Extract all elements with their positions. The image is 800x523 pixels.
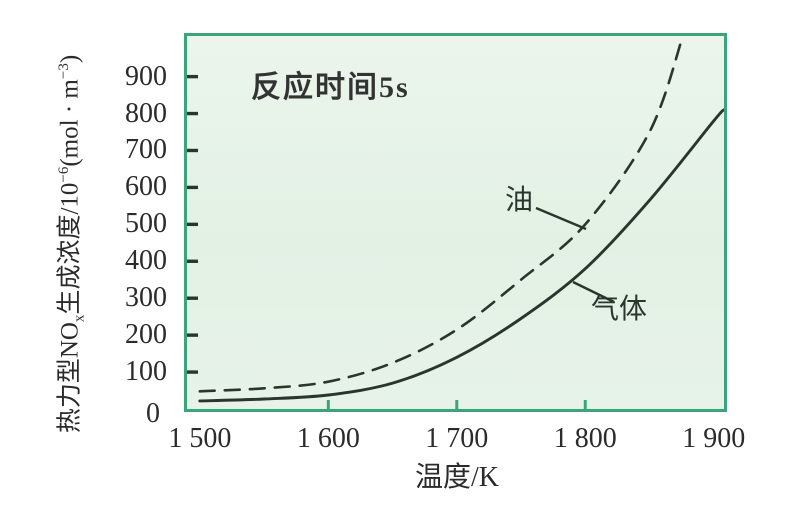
reaction-time-annotation: 反应时间5s <box>251 71 410 104</box>
oil-curve <box>198 36 685 393</box>
oil-curve-label: 油 <box>505 185 534 216</box>
y-tick-label: 900 <box>125 60 167 92</box>
x-tick-label: 1 500 <box>168 423 232 454</box>
x-tick-label: 1 600 <box>296 423 360 454</box>
y-tick-label: 300 <box>125 282 167 314</box>
x-tick-label: 1 900 <box>682 423 746 454</box>
oil-leader-line <box>535 206 587 231</box>
chart-canvas <box>187 36 724 409</box>
y-tick-label: 200 <box>125 319 167 351</box>
y-tick-label: 100 <box>125 356 167 388</box>
y-axis-label-superscript-exponent: −6 <box>56 166 72 183</box>
gas-leader-line <box>572 280 615 304</box>
y-axis-label: 热力型NOx生成浓度/10−6(mol · m−3) <box>48 34 87 454</box>
x-tick-label: 1 700 <box>425 423 489 454</box>
y-axis-label-close: ) <box>56 54 84 64</box>
y-tick-label: 800 <box>125 97 167 129</box>
y-axis-label-mid: 生成浓度/10 <box>56 182 84 315</box>
y-axis-label-unit: (mol · m <box>56 79 84 167</box>
gas-curve-label: 气体 <box>591 294 648 325</box>
y-tick-label: 500 <box>125 208 167 240</box>
x-tick-label: 1 800 <box>553 423 617 454</box>
x-axis-label: 温度/K <box>414 462 499 493</box>
y-axis-label-superscript-unit: −3 <box>56 63 72 80</box>
y-tick-label: 600 <box>125 171 167 203</box>
gas-curve <box>198 108 724 403</box>
y-axis-label-subscript: x <box>71 314 88 323</box>
y-tick-label: 700 <box>125 134 167 166</box>
y-tick-label: 0 <box>146 398 160 429</box>
y-axis-label-prefix: 热力型NO <box>56 322 84 434</box>
y-tick-label: 400 <box>125 245 167 277</box>
plot-area: 反应时间5s 油 气体 <box>184 33 727 412</box>
